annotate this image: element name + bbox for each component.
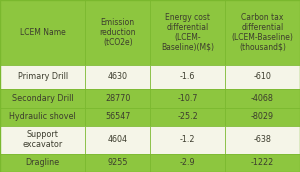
Text: -1222: -1222 (251, 158, 274, 168)
Bar (150, 154, 225, 172)
Bar (150, 64, 225, 89)
Bar (85, 126, 150, 154)
Bar (225, 154, 300, 172)
Text: Dragline: Dragline (26, 158, 60, 168)
Text: Support
excavator: Support excavator (22, 130, 63, 149)
Text: -1.2: -1.2 (180, 135, 195, 144)
Text: Energy cost
differential
(LCEM-
Baseline)(M$): Energy cost differential (LCEM- Baseline… (161, 13, 214, 52)
Text: 9255: 9255 (107, 158, 128, 168)
Bar (225, 64, 300, 89)
Bar (85, 154, 150, 172)
Text: 56547: 56547 (105, 112, 130, 121)
Bar (85, 0, 150, 64)
Text: Secondary Drill: Secondary Drill (12, 94, 74, 103)
Text: -8029: -8029 (251, 112, 274, 121)
Text: 28770: 28770 (105, 94, 130, 103)
Text: 4604: 4604 (108, 135, 128, 144)
Text: -25.2: -25.2 (177, 112, 198, 121)
Bar (0, 0, 85, 64)
Bar (150, 0, 225, 64)
Bar (85, 64, 150, 89)
Bar (225, 0, 300, 64)
Bar (0, 64, 85, 89)
Text: -638: -638 (254, 135, 272, 144)
Bar (85, 108, 150, 126)
Bar (0, 126, 85, 154)
Bar (150, 108, 225, 126)
Bar (0, 154, 85, 172)
Text: -1.6: -1.6 (180, 72, 195, 82)
Bar (85, 89, 150, 108)
Text: 4630: 4630 (108, 72, 128, 82)
Text: LCEM Name: LCEM Name (20, 28, 66, 37)
Bar (225, 126, 300, 154)
Bar (225, 89, 300, 108)
Text: -610: -610 (254, 72, 272, 82)
Bar (225, 108, 300, 126)
Bar (0, 89, 85, 108)
Text: Hydraulic shovel: Hydraulic shovel (9, 112, 76, 121)
Text: Carbon tax
differential
(LCEM-Baseline)
(thousand$): Carbon tax differential (LCEM-Baseline) … (232, 13, 293, 52)
Bar (150, 126, 225, 154)
Text: -4068: -4068 (251, 94, 274, 103)
Text: -2.9: -2.9 (180, 158, 195, 168)
Text: -10.7: -10.7 (177, 94, 198, 103)
Text: Emission
reduction
(tCO2e): Emission reduction (tCO2e) (100, 18, 136, 47)
Text: Primary Drill: Primary Drill (18, 72, 68, 82)
Bar (150, 89, 225, 108)
Bar (0, 108, 85, 126)
